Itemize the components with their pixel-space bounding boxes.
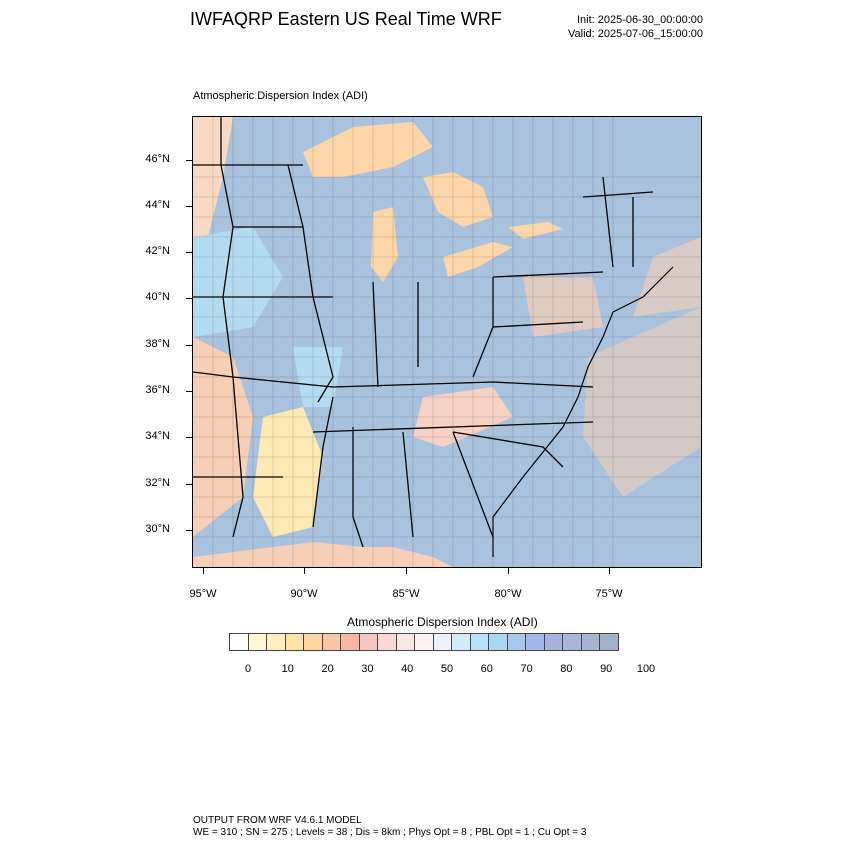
lon-tick-label: 75°W xyxy=(595,588,623,600)
lon-tickmark xyxy=(609,568,610,574)
new-england-coast-zone xyxy=(633,237,701,317)
colorbar-swatch xyxy=(358,633,378,651)
figure-title: IWFAQRP Eastern US Real Time WRF xyxy=(190,9,502,29)
county-grid xyxy=(193,117,701,567)
colorbar-label: 20 xyxy=(321,663,334,675)
lake-huron xyxy=(423,172,493,227)
colorbar xyxy=(229,633,619,651)
colorbar-title: Atmospheric Dispersion Index (ADI) xyxy=(347,615,538,629)
lat-tick-label: 38°N xyxy=(145,338,170,350)
lake-superior xyxy=(303,122,433,177)
lon-tick-label: 80°W xyxy=(494,588,522,600)
lat-tickmark xyxy=(186,252,192,253)
colorbar-label: 80 xyxy=(560,663,573,675)
colorbar-label: 60 xyxy=(480,663,493,675)
lat-tickmark xyxy=(186,298,192,299)
colorbar-label: 100 xyxy=(636,663,656,675)
valid-time: Valid: 2025-07-06_15:00:00 xyxy=(568,28,703,40)
lat-tick-label: 42°N xyxy=(145,245,170,257)
colorbar-swatch xyxy=(247,633,267,651)
lat-tick-label: 44°N xyxy=(145,199,170,211)
colorbar-label: 0 xyxy=(244,663,252,675)
lake-michigan xyxy=(371,207,398,282)
colorbar-label: 40 xyxy=(401,663,414,675)
lon-tickmark xyxy=(203,568,204,574)
lon-tick-label: 95°W xyxy=(189,588,217,600)
state-borders xyxy=(193,117,654,548)
colorbar-swatch xyxy=(562,633,582,651)
colorbar-swatch xyxy=(580,633,600,651)
pennsylvania-warm-zone xyxy=(523,277,603,337)
mississippi-low-zone xyxy=(253,407,323,537)
canada-region xyxy=(493,117,701,197)
colorbar-swatch xyxy=(266,633,286,651)
colorbar-label: 70 xyxy=(520,663,533,675)
colorbar-swatch xyxy=(377,633,397,651)
colorbar-swatch xyxy=(395,633,415,651)
colorbar-swatch xyxy=(488,633,508,651)
lon-tickmark xyxy=(406,568,407,574)
colorbar-swatch xyxy=(284,633,304,651)
southwest-low-zone xyxy=(193,337,253,537)
colorbar-label: 10 xyxy=(281,663,294,675)
model-config-line: WE = 310 ; SN = 275 ; Levels = 38 ; Dis … xyxy=(193,827,587,838)
colorbar-swatch xyxy=(525,633,545,651)
lon-tick-label: 90°W xyxy=(290,588,318,600)
lat-tick-label: 46°N xyxy=(145,153,170,165)
colorbar-swatch xyxy=(432,633,452,651)
lat-tick-label: 34°N xyxy=(145,430,170,442)
model-info-line: OUTPUT FROM WRF V4.6.1 MODEL xyxy=(193,815,362,826)
colorbar-swatch xyxy=(506,633,526,651)
lat-tickmark xyxy=(186,530,192,531)
init-time: Init: 2025-06-30_00:00:00 xyxy=(577,14,703,26)
colorbar-swatch xyxy=(414,633,434,651)
lat-tick-label: 30°N xyxy=(145,523,170,535)
lat-tick-label: 32°N xyxy=(145,477,170,489)
atlantic-coastline xyxy=(492,266,674,557)
colorbar-label: 90 xyxy=(600,663,613,675)
lat-tickmark xyxy=(186,484,192,485)
lake-erie xyxy=(443,242,513,277)
lon-tickmark xyxy=(508,568,509,574)
lat-tickmark xyxy=(186,206,192,207)
lat-tick-label: 36°N xyxy=(145,384,170,396)
gulf-coast-zone xyxy=(193,542,453,567)
adi-map xyxy=(193,117,701,567)
colorbar-label: 30 xyxy=(361,663,374,675)
lat-tickmark xyxy=(186,437,192,438)
colorbar-swatch xyxy=(599,633,619,651)
lon-tickmark xyxy=(304,568,305,574)
map-panel xyxy=(192,116,702,568)
map-field-label: Atmospheric Dispersion Index (ADI) xyxy=(193,90,368,102)
upper-midwest-blue-zone xyxy=(193,227,283,337)
colorbar-swatch xyxy=(303,633,323,651)
tennessee-warm-zone xyxy=(413,387,513,447)
colorbar-swatch xyxy=(451,633,471,651)
lon-tick-label: 85°W xyxy=(392,588,420,600)
colorbar-label: 50 xyxy=(440,663,454,675)
mid-blue-zone xyxy=(293,347,343,407)
atlantic-warm-zone xyxy=(583,307,701,497)
colorbar-swatch xyxy=(543,633,563,651)
colorbar-swatch xyxy=(340,633,360,651)
colorbar-swatch xyxy=(321,633,341,651)
lake-ontario xyxy=(508,222,563,239)
colorbar-swatch xyxy=(229,633,249,651)
colorbar-swatch xyxy=(469,633,489,651)
lat-tickmark xyxy=(186,391,192,392)
lat-tickmark xyxy=(186,160,192,161)
lat-tick-label: 40°N xyxy=(145,291,170,303)
lat-tickmark xyxy=(186,345,192,346)
